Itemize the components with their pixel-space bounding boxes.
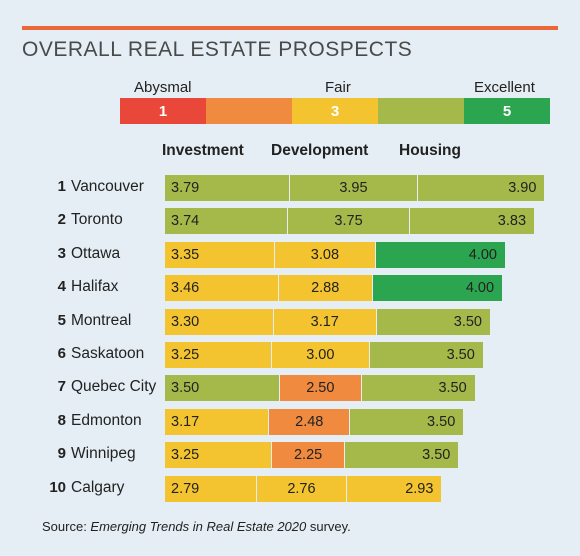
row-city: Montreal: [71, 311, 132, 329]
bar-segment-investment: 2.79: [165, 475, 256, 502]
scale-segment-1: 1: [120, 98, 206, 124]
table-row: 2 Toronto 3.74 3.75 3.83: [0, 208, 580, 235]
table-row: 5 Montreal 3.30 3.17 3.50: [0, 308, 580, 335]
row-rank: 9: [57, 445, 66, 463]
rating-bar: 3.50 2.50 3.50: [165, 375, 475, 402]
scale-segment-2: [206, 98, 292, 124]
scale-segment-5: 5: [464, 98, 550, 124]
table-row: 9 Winnipeg 3.25 2.25 3.50: [0, 442, 580, 469]
source-title: Emerging Trends in Real Estate 2020: [90, 519, 307, 534]
row-city: Vancouver: [71, 178, 144, 195]
bar-segment-investment: 3.25: [165, 442, 271, 469]
rating-bar: 3.17 2.48 3.50: [165, 408, 464, 435]
bar-segment-investment: 3.30: [165, 308, 273, 335]
row-city: Toronto: [71, 211, 123, 229]
bar-segment-development: 2.50: [279, 375, 361, 402]
bar-segment-development: 2.88: [277, 275, 372, 302]
row-city: Edmonton: [71, 411, 142, 429]
row-rank: 3: [57, 244, 66, 262]
bar-segment-development: 3.00: [270, 342, 369, 368]
row-city: Quebec City: [71, 378, 157, 396]
bar-segment-development: 3.17: [272, 308, 376, 335]
bar-segment-investment: 3.50: [165, 375, 280, 402]
row-city: Winnipeg: [71, 445, 136, 463]
column-header-investment: Investment: [162, 142, 244, 159]
row-rank: 10: [49, 478, 66, 496]
row-rank: 1: [57, 178, 66, 195]
bar-segment-investment: 3.17: [165, 408, 269, 435]
bar-segment-investment: 3.46: [165, 275, 278, 302]
bar-segment-investment: 3.74: [165, 208, 287, 235]
bar-segment-housing: 3.50: [375, 308, 490, 335]
row-city: Ottawa: [71, 244, 121, 262]
rating-bar: 3.25 3.00 3.50: [165, 342, 483, 368]
rating-bar: 3.25 2.25 3.50: [165, 442, 459, 469]
bar-segment-investment: 3.79: [165, 175, 289, 201]
table-row: 7 Quebec City 3.50 2.50 3.50: [0, 375, 580, 402]
table-row: 4 Halifax 3.46 2.88 4.00: [0, 275, 580, 302]
bar-segment-investment: 3.35: [165, 241, 275, 268]
source-suffix: survey.: [306, 519, 351, 534]
scale-segment-4: [378, 98, 464, 124]
bar-segment-housing: 3.50: [344, 442, 459, 469]
rating-bar: 2.79 2.76 2.93: [165, 475, 442, 502]
source-note: Source: Emerging Trends in Real Estate 2…: [42, 519, 351, 534]
row-rank: 5: [57, 311, 66, 329]
bar-segment-housing: 2.93: [345, 475, 442, 502]
table-row: 3 Ottawa 3.35 3.08 4.00: [0, 241, 580, 268]
table-row: 6 Saskatoon 3.25 3.00 3.50: [0, 342, 580, 368]
row-city: Saskatoon: [71, 345, 145, 362]
bar-segment-housing: 4.00: [371, 275, 503, 302]
bar-segment-development: 2.25: [270, 442, 345, 469]
bar-segment-development: 2.48: [268, 408, 350, 435]
scale-label-excellent: Excellent: [474, 79, 535, 96]
rating-bar: 3.74 3.75 3.83: [165, 208, 535, 235]
title-rule: [22, 26, 558, 30]
scale-label-abysmal: Abysmal: [134, 79, 192, 96]
row-rank: 7: [57, 378, 66, 396]
bar-segment-housing: 4.00: [374, 241, 505, 268]
bar-segment-housing: 3.50: [349, 408, 464, 435]
row-rank: 6: [57, 345, 66, 362]
rating-bar: 3.46 2.88 4.00: [165, 275, 503, 302]
column-header-housing: Housing: [399, 142, 461, 159]
table-row: 10 Calgary 2.79 2.76 2.93: [0, 475, 580, 502]
row-rank: 2: [57, 211, 66, 229]
row-rank: 8: [57, 411, 66, 429]
row-rank: 4: [57, 278, 66, 296]
column-header-development: Development: [271, 142, 369, 159]
row-city: Halifax: [71, 278, 119, 296]
table-row: 8 Edmonton 3.17 2.48 3.50: [0, 408, 580, 435]
rating-bar: 3.35 3.08 4.00: [165, 241, 505, 268]
scale-segment-3: 3: [292, 98, 378, 124]
bar-segment-housing: 3.90: [417, 175, 545, 201]
chart-title: OVERALL REAL ESTATE PROSPECTS: [22, 38, 413, 61]
bar-segment-housing: 3.83: [409, 208, 535, 235]
bar-segment-investment: 3.25: [165, 342, 271, 368]
bar-segment-housing: 3.50: [360, 375, 475, 402]
source-prefix: Source:: [42, 519, 91, 534]
bar-segment-housing: 3.50: [368, 342, 483, 368]
bar-segment-development: 3.95: [288, 175, 418, 201]
scale-label-fair: Fair: [325, 79, 351, 96]
rating-bar: 3.79 3.95 3.90: [165, 175, 545, 201]
table-row: 1 Vancouver 3.79 3.95 3.90: [0, 175, 580, 201]
bar-segment-development: 2.76: [255, 475, 346, 502]
bar-segment-development: 3.08: [274, 241, 375, 268]
row-city: Calgary: [71, 478, 125, 496]
bar-segment-development: 3.75: [286, 208, 410, 235]
scale-bar: 1 3 5: [120, 98, 550, 124]
rating-bar: 3.30 3.17 3.50: [165, 308, 490, 335]
